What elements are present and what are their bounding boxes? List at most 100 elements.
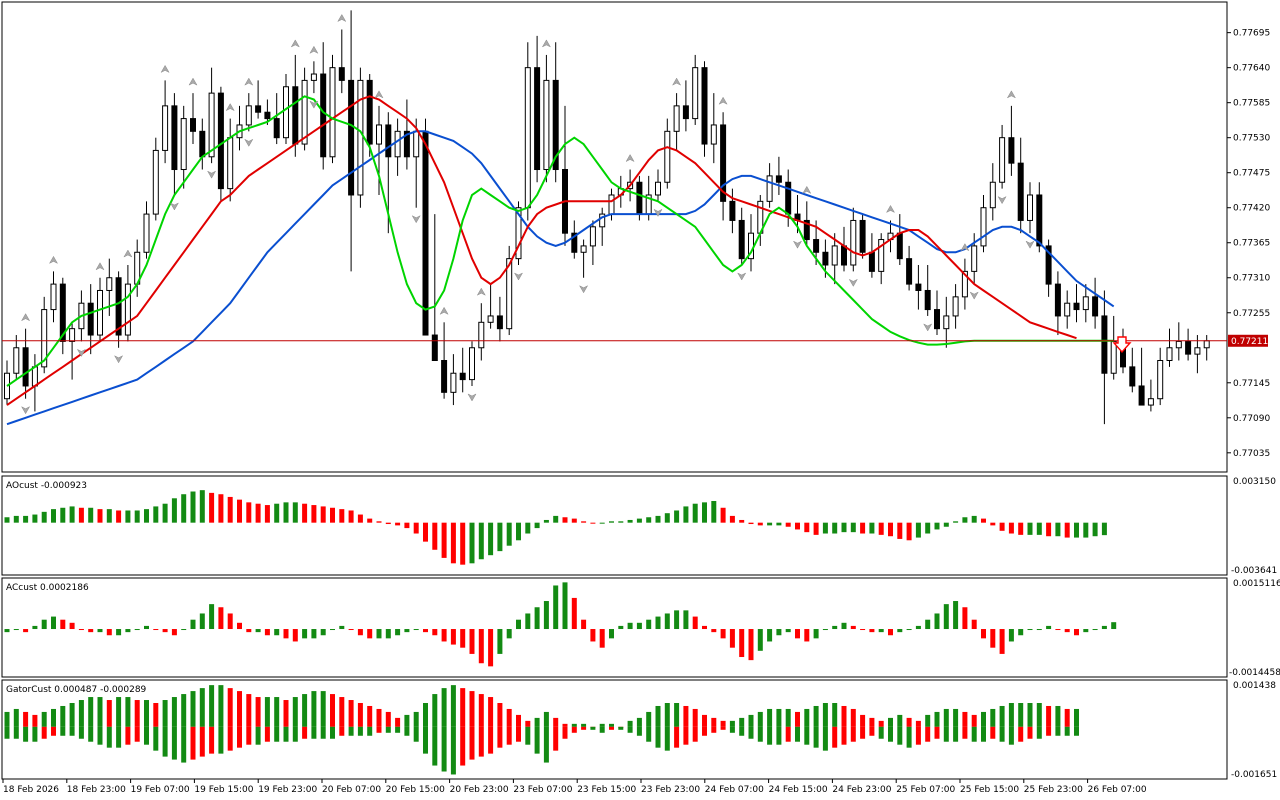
- candle-body: [1129, 366, 1136, 387]
- gator-lower-bar: [441, 726, 447, 772]
- ac-panel[interactable]: [1, 577, 1228, 678]
- gator-upper-bar: [757, 711, 763, 727]
- gator-lower-bar: [478, 726, 484, 757]
- gator-lower-bar: [748, 726, 754, 739]
- gator-upper-bar: [199, 688, 205, 727]
- candle-body: [1203, 340, 1210, 349]
- gator-upper-bar: [869, 717, 875, 727]
- gator-lower-bar: [897, 726, 903, 745]
- ac-bar: [785, 629, 791, 633]
- ac-bar: [60, 619, 66, 630]
- gator-upper-bar: [162, 700, 168, 727]
- price-tick-label: 0.77365: [1233, 239, 1270, 249]
- gator-upper-bar: [674, 703, 680, 727]
- fractal-down-icon: [997, 196, 1007, 205]
- candle-body: [664, 130, 671, 183]
- fractal-up-icon: [374, 90, 384, 99]
- gator-lower-bar: [264, 726, 270, 742]
- alligator-lips-line: [6, 95, 1114, 387]
- candle-body: [934, 309, 940, 330]
- ao-bar: [330, 507, 335, 523]
- candle-body: [1101, 315, 1108, 374]
- gator-lower-bar: [69, 726, 75, 736]
- candle-body: [106, 277, 113, 291]
- ac-bar: [218, 607, 224, 630]
- ao-bar: [1055, 522, 1061, 537]
- ac-bar: [404, 629, 410, 633]
- gator-lower-bar: [13, 726, 19, 739]
- ao-bar: [1018, 522, 1024, 535]
- ao-bar: [116, 510, 122, 523]
- time-tick-label: 23 Feb 15:00: [577, 785, 636, 795]
- ao-bar: [506, 522, 512, 546]
- candle-body: [692, 67, 699, 120]
- ao-bar: [757, 522, 763, 526]
- gator-lower-bar: [757, 726, 763, 742]
- ac-bar: [227, 613, 233, 630]
- gator-upper-bar: [525, 720, 531, 727]
- candle-body: [22, 347, 29, 387]
- ao-bar: [646, 517, 652, 523]
- ao-panel[interactable]: [1, 475, 1228, 576]
- ao-bar: [171, 498, 177, 523]
- candle-body: [552, 79, 559, 171]
- main-price-panel[interactable]: [1, 1, 1228, 473]
- fractal-down-icon: [76, 348, 87, 357]
- candle-body: [431, 334, 438, 362]
- ao-bar: [255, 503, 261, 523]
- ao-bar: [906, 522, 912, 541]
- candle-body: [720, 124, 727, 202]
- time-tick-label: 24 Feb 23:00: [832, 785, 891, 795]
- gator-upper-bar: [441, 688, 447, 727]
- ac-bar: [190, 619, 196, 630]
- gator-lower-bar: [302, 726, 308, 739]
- ac-bar: [209, 604, 215, 630]
- gator-upper-bar: [460, 688, 466, 727]
- gator-lower-bar: [636, 726, 642, 736]
- fractal-up-icon: [885, 204, 896, 214]
- gator-upper-bar: [144, 700, 149, 727]
- ao-bar: [767, 522, 773, 526]
- gator-upper-bar: [209, 685, 215, 727]
- gator-lower-bar: [227, 726, 233, 751]
- candle-body: [255, 105, 262, 113]
- ac-bar: [497, 629, 503, 654]
- ao-bar: [627, 519, 633, 523]
- ac-top-tick: 0.0015116: [1233, 579, 1280, 589]
- ac-bar: [739, 629, 745, 658]
- ao-bar: [813, 522, 819, 535]
- gator-upper-bar: [897, 714, 903, 727]
- ac-bar: [23, 629, 29, 633]
- ao-bar: [488, 522, 494, 556]
- gator-upper-bar: [804, 708, 810, 727]
- candle-body: [171, 105, 178, 171]
- candle-body: [115, 277, 122, 336]
- candle-body: [450, 372, 457, 393]
- ac-bar: [822, 629, 828, 631]
- gator-lower-bar: [915, 726, 921, 745]
- candle-body: [896, 232, 903, 260]
- ac-bar: [562, 582, 568, 630]
- ac-bar: [1092, 629, 1098, 631]
- gator-panel[interactable]: [1, 679, 1228, 780]
- ao-bar: [264, 505, 270, 523]
- ac-bar: [943, 604, 949, 630]
- price-tick-label: 0.77145: [1233, 379, 1270, 389]
- gator-upper-bar: [888, 717, 893, 727]
- ac-bar: [553, 585, 559, 630]
- fractal-up-icon: [439, 306, 449, 315]
- gator-upper-bar: [302, 694, 308, 727]
- current-price-label: 0.77211: [1231, 337, 1268, 347]
- gator-upper-bar: [246, 694, 252, 727]
- gator-lower-bar: [78, 726, 84, 739]
- gator-lower-bar: [1055, 726, 1061, 736]
- gator-upper-bar: [813, 705, 819, 727]
- gator-lower-bar: [274, 726, 280, 742]
- candle-body: [69, 328, 76, 342]
- gator-lower-bar: [181, 726, 187, 763]
- ao-bar: [348, 510, 354, 523]
- candle-body: [245, 105, 252, 126]
- candle-body: [952, 296, 959, 317]
- candle-body: [524, 67, 531, 209]
- ac-bar: [925, 619, 931, 630]
